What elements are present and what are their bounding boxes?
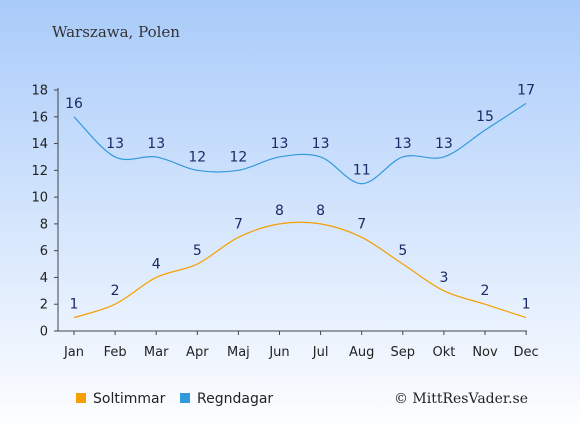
data-label: 13 [271,136,289,152]
y-tick-label: 0 [40,325,48,340]
y-tick-label: 12 [31,164,48,179]
chart-title: Warszawa, Polen [52,23,180,41]
y-tick-label: 8 [40,217,48,232]
y-tick-label: 10 [31,191,48,206]
data-label: 17 [517,82,535,98]
y-tick-label: 2 [40,298,48,313]
y-tick-label: 14 [31,137,48,152]
x-tick-label: Apr [186,345,209,360]
data-label: 7 [234,216,243,232]
data-label: 13 [435,136,453,152]
x-tick-label: Dec [514,345,539,360]
data-label: 8 [316,203,325,219]
legend-swatch-soltimmar [76,393,86,403]
x-tick-label: Sep [391,345,416,360]
x-tick-label: Jun [268,345,289,360]
data-label: 5 [398,243,407,259]
y-tick-label: 18 [31,84,48,99]
data-label: 8 [275,203,284,219]
data-label: 13 [394,136,412,152]
legend-label-soltimmar: Soltimmar [93,391,166,407]
legend-label-regndagar: Regndagar [197,391,273,407]
data-label: 13 [312,136,330,152]
data-label: 11 [353,163,371,179]
x-tick-label: Jan [63,345,84,360]
y-tick-label: 16 [31,110,48,125]
data-label: 4 [152,256,161,272]
data-label: 13 [147,136,165,152]
data-label: 5 [193,243,202,259]
x-tick-label: Okt [432,345,455,360]
data-label: 3 [439,270,448,286]
credit-text: © MittResVader.se [394,391,528,407]
series-lines [73,102,527,319]
x-tick-label: Nov [472,345,498,360]
data-label: 2 [481,283,490,299]
data-label: 1 [522,297,531,313]
legend-swatch-regndagar [180,393,190,403]
data-label: 12 [188,149,206,165]
data-label: 12 [229,149,247,165]
x-tick-label: Maj [227,345,250,360]
x-tick-label: Feb [104,345,127,360]
series-line-soltimmar [73,221,527,319]
y-tick-label: 6 [40,244,48,259]
data-label: 15 [476,109,494,125]
data-label: 13 [106,136,124,152]
legend: Soltimmar Regndagar [76,391,273,407]
x-tick-label: Aug [349,345,374,360]
data-label: 16 [65,96,83,112]
data-label: 2 [111,283,120,299]
x-tick-label: Jul [312,345,329,360]
data-label: 1 [70,297,79,313]
y-tick-label: 4 [40,271,48,286]
data-label: 7 [357,216,366,232]
series-line-regndagar [73,102,527,185]
x-tick-label: Mar [144,345,169,360]
